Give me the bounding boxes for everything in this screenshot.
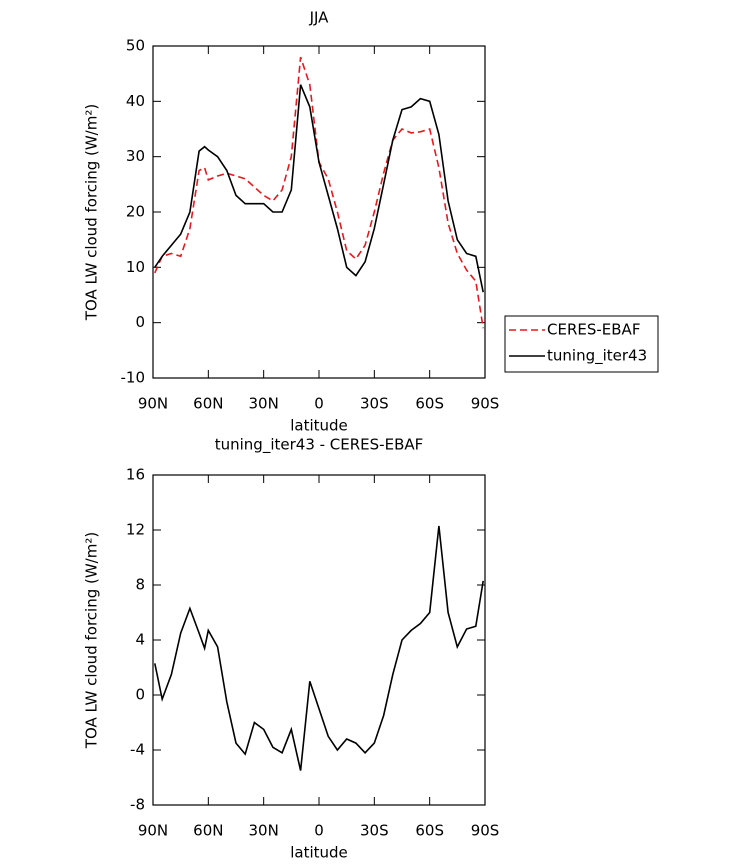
legend-box	[504, 315, 659, 373]
y-tick-label: 10	[126, 258, 145, 276]
x-tick-label: 30S	[360, 822, 389, 840]
x-tick-label: 90S	[471, 822, 500, 840]
y-tick-label: -8	[130, 796, 145, 814]
x-tick-label: 0	[314, 395, 324, 413]
y-tick-label: -4	[130, 741, 145, 759]
x-tick-label: 60S	[415, 822, 444, 840]
x-tick-label: 60N	[193, 395, 223, 413]
data-line	[154, 56, 484, 329]
y-tick-label: 16	[126, 466, 145, 484]
chart-title: tuning_iter43 - CERES-EBAF	[215, 436, 424, 455]
legend-label: tuning_iter43	[547, 347, 647, 366]
x-axis-label: latitude	[290, 417, 348, 435]
x-tick-label: 60S	[415, 395, 444, 413]
y-tick-label: 4	[135, 631, 145, 649]
data-line	[154, 84, 484, 293]
y-axis-label: TOA LW cloud forcing (W/m²)	[83, 104, 101, 321]
y-tick-label: 0	[135, 313, 145, 331]
x-axis-label: latitude	[290, 844, 348, 862]
y-tick-label: 0	[135, 686, 145, 704]
plot-frame	[152, 474, 486, 806]
plot-frame	[152, 45, 486, 379]
x-tick-label: 0	[314, 822, 324, 840]
y-tick-label: 30	[126, 147, 145, 165]
y-tick-label: 20	[126, 203, 145, 221]
y-tick-label: 12	[126, 521, 145, 539]
x-tick-label: 60N	[193, 822, 223, 840]
y-axis-label: TOA LW cloud forcing (W/m²)	[83, 532, 101, 749]
y-tick-label: 50	[126, 37, 145, 55]
chart-title: JJA	[309, 9, 330, 27]
x-tick-label: 30N	[249, 822, 279, 840]
x-tick-label: 90N	[138, 822, 168, 840]
x-tick-label: 90S	[471, 395, 500, 413]
y-tick-label: 8	[135, 576, 145, 594]
y-tick-label: -10	[121, 369, 146, 387]
x-tick-label: 30N	[249, 395, 279, 413]
x-tick-label: 90N	[138, 395, 168, 413]
data-line	[154, 525, 484, 771]
x-tick-label: 30S	[360, 395, 389, 413]
y-tick-label: 40	[126, 92, 145, 110]
legend-label: CERES-EBAF	[547, 321, 640, 339]
